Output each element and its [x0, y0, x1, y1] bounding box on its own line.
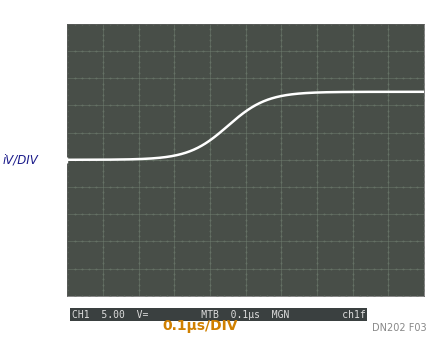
Text: iV/DIV: iV/DIV: [2, 153, 38, 166]
Text: DN202 F03: DN202 F03: [371, 323, 425, 333]
Text: CH1  5.00  V=         MTB  0.1μs  MGN         ch1f: CH1 5.00 V= MTB 0.1μs MGN ch1f: [72, 310, 365, 320]
Text: 0.1μs/DIV: 0.1μs/DIV: [162, 319, 237, 333]
